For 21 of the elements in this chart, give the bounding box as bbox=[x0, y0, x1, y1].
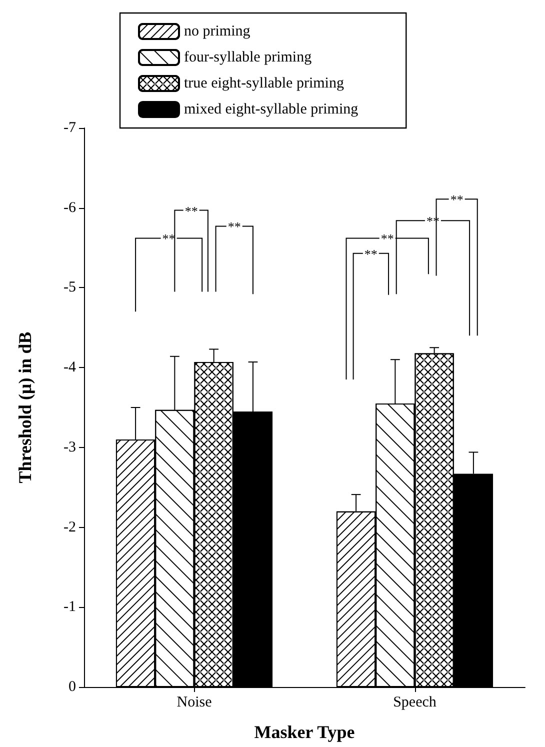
x-tick-label: Speech bbox=[393, 694, 437, 710]
y-tick-label: -1 bbox=[64, 599, 76, 616]
y-tick-label: -7 bbox=[64, 120, 76, 136]
y-tick-label: 0 bbox=[68, 679, 76, 695]
y-axis-title: Threshold (μ) in dB bbox=[15, 332, 35, 484]
annotation: ** bbox=[450, 192, 464, 208]
y-tick-label: -4 bbox=[64, 360, 76, 376]
y-tick-label: -5 bbox=[64, 280, 76, 296]
annotation: ** bbox=[380, 231, 394, 246]
legend-label: no priming bbox=[184, 24, 251, 40]
annotation: ** bbox=[184, 203, 198, 218]
y-tick-label: -6 bbox=[64, 200, 76, 216]
annotation: ** bbox=[364, 246, 378, 262]
y-tick-label: -3 bbox=[64, 439, 76, 456]
y-tick-label: -2 bbox=[64, 519, 76, 536]
x-axis-title: Masker Type bbox=[254, 722, 355, 742]
legend-label: true eight-syllable priming bbox=[184, 76, 344, 92]
x-tick-label: Noise bbox=[176, 694, 212, 710]
legend-label: mixed eight-syllable priming bbox=[184, 102, 359, 118]
legend-label: four-syllable priming bbox=[184, 50, 312, 66]
annotation: ** bbox=[228, 219, 241, 234]
